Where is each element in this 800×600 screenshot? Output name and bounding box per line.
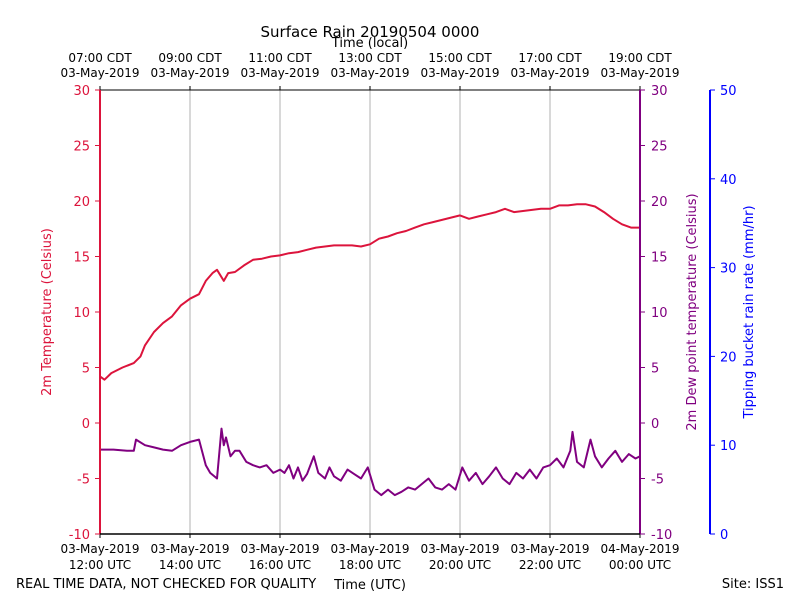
x-tick-label-utc-date: 03-May-2019 [510, 542, 589, 556]
left-y-tick-label: 10 [73, 306, 90, 321]
left-y-tick-label: 20 [73, 195, 90, 210]
x-tick-label-utc-time: 22:00 UTC [519, 558, 581, 572]
x-tick-label-local-date: 03-May-2019 [60, 66, 139, 80]
dewpoint-y-tick-label: 20 [651, 195, 668, 210]
x-tick-label-utc-time: 16:00 UTC [249, 558, 311, 572]
x-tick-label-local-time: 07:00 CDT [68, 51, 132, 65]
x-tick-label-utc-date: 03-May-2019 [240, 542, 319, 556]
x-tick-label-utc-time: 20:00 UTC [429, 558, 491, 572]
x-tick-label-utc-time: 14:00 UTC [159, 558, 221, 572]
dewpoint-y-axis-ticks: -10 -5 0 5 10 15 20 25 30 [640, 84, 672, 543]
left-axis-label: 2m Temperature (Celsius) [40, 228, 55, 396]
left-y-tick-label: -10 [69, 528, 90, 543]
rain-y-tick-label: 0 [720, 528, 728, 543]
left-y-tick-label: 0 [82, 417, 90, 432]
rain-y-tick-label: 50 [720, 84, 737, 99]
x-tick-label-local-date: 03-May-2019 [240, 66, 319, 80]
dewpoint-y-tick-label: 0 [651, 417, 659, 432]
x-tick-label-local-date: 03-May-2019 [510, 66, 589, 80]
x-tick-label-local-time: 11:00 CDT [248, 51, 312, 65]
rain-y-axis-ticks: 0 10 20 30 40 50 [710, 84, 737, 543]
x-tick-label-local-time: 13:00 CDT [338, 51, 402, 65]
top-axis-label: Time (local) [331, 36, 408, 51]
dewpoint-y-tick-label: -5 [651, 473, 664, 488]
dewpoint-y-tick-label: 10 [651, 306, 668, 321]
left-y-axis-ticks: -10 -5 0 5 10 15 20 25 30 [69, 84, 100, 543]
rain-y-tick-label: 20 [720, 350, 737, 365]
x-tick-label-utc-date: 03-May-2019 [420, 542, 499, 556]
dewpoint-y-tick-label: -10 [651, 528, 672, 543]
bottom-axis-label: Time (UTC) [333, 578, 406, 593]
left-y-tick-label: 30 [73, 84, 90, 99]
chart-title: Surface Rain 20190504 0000 [261, 23, 480, 41]
grid-lines [189, 90, 551, 534]
x-tick-label-utc-date: 03-May-2019 [330, 542, 409, 556]
series-layer [99, 203, 641, 497]
x-tick-label-local-time: 19:00 CDT [608, 51, 672, 65]
dewpoint-y-tick-label: 30 [651, 84, 668, 99]
x-tick-label-local-date: 03-May-2019 [420, 66, 499, 80]
x-tick-label-utc-date: 04-May-2019 [600, 542, 679, 556]
rain-y-tick-label: 40 [720, 173, 737, 188]
rain-axis-label: Tipping bucket rain rate (mm/hr) [742, 205, 757, 419]
left-y-tick-label: 5 [82, 362, 90, 377]
dewpoint-y-tick-label: 25 [651, 140, 668, 155]
x-tick-label-local-time: 15:00 CDT [428, 51, 492, 65]
left-y-tick-label: -5 [77, 473, 90, 488]
x-tick-label-local-date: 03-May-2019 [330, 66, 409, 80]
x-tick-label-utc-date: 03-May-2019 [150, 542, 229, 556]
dewpoint-axis-label: 2m Dew point temperature (Celsius) [685, 193, 700, 430]
x-tick-label-local-time: 09:00 CDT [158, 51, 222, 65]
x-tick-label-utc-date: 03-May-2019 [60, 542, 139, 556]
x-tick-label-local-date: 03-May-2019 [600, 66, 679, 80]
dewpoint-y-tick-label: 5 [651, 362, 659, 377]
x-tick-label-utc-time: 00:00 UTC [609, 558, 671, 572]
quality-disclaimer: REAL TIME DATA, NOT CHECKED FOR QUALITY [16, 577, 316, 592]
temperature-series-line [99, 203, 640, 381]
site-label: Site: ISS1 [722, 577, 784, 592]
left-y-tick-label: 25 [73, 140, 90, 155]
rain-y-tick-label: 30 [720, 262, 737, 277]
x-tick-label-local-time: 17:00 CDT [518, 51, 582, 65]
x-tick-label-local-date: 03-May-2019 [150, 66, 229, 80]
rain-y-tick-label: 10 [720, 439, 737, 454]
x-tick-label-utc-time: 18:00 UTC [339, 558, 401, 572]
left-y-tick-label: 15 [73, 251, 90, 266]
dewpoint-y-tick-label: 15 [651, 251, 668, 266]
x-tick-label-utc-time: 12:00 UTC [69, 558, 131, 572]
dewpoint-series-line [100, 427, 641, 497]
